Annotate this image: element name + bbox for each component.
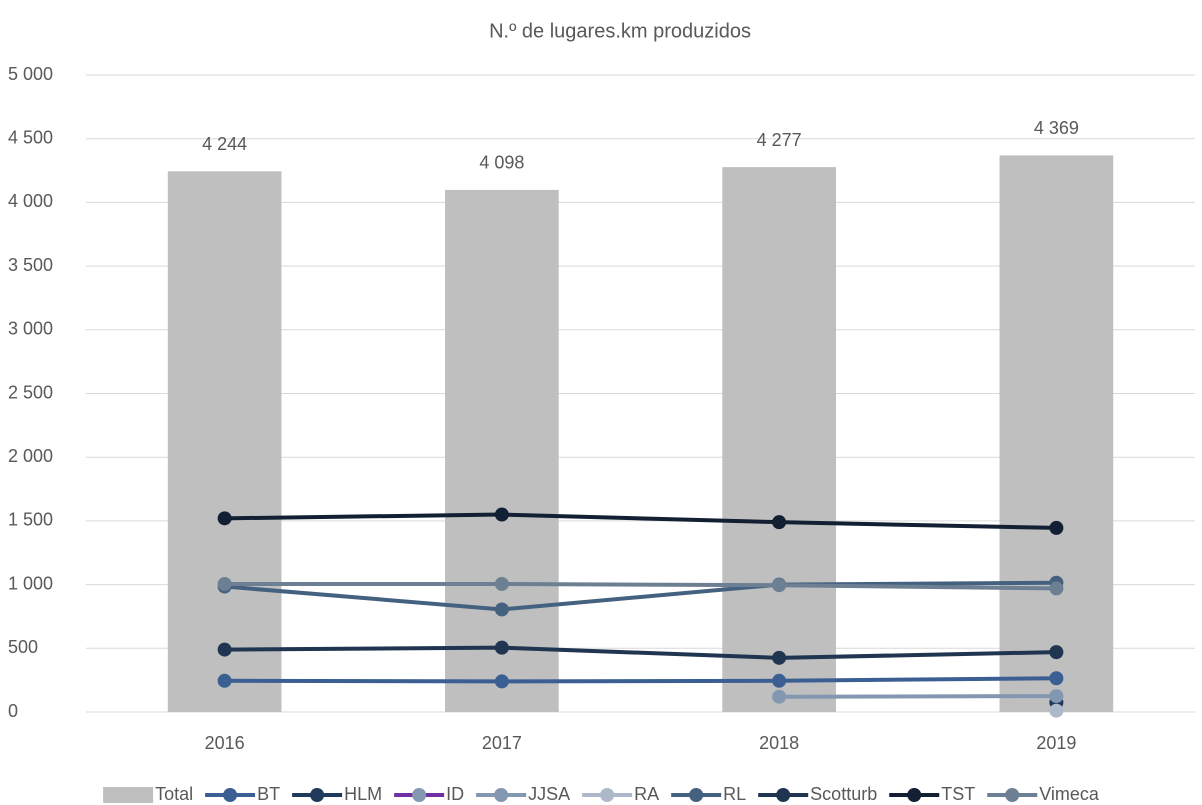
marker [1049, 645, 1064, 660]
marker [494, 602, 509, 617]
data-label: 4 098 [479, 153, 524, 173]
marker [1049, 703, 1064, 718]
y-tick-label: 5 000 [8, 64, 53, 84]
line [224, 581, 1057, 591]
y-tick-label: 4 500 [8, 127, 53, 147]
bar [445, 189, 559, 712]
line [224, 580, 1057, 612]
x-tick-label: 2016 [205, 733, 245, 753]
y-tick-label: 1 000 [8, 573, 53, 593]
bar [999, 155, 1114, 712]
x-tick-label: 2018 [759, 733, 799, 753]
legend-label: RA [634, 784, 659, 804]
line [779, 694, 1057, 699]
legend-marker [1005, 788, 1020, 802]
y-tick-label: 0 [8, 701, 18, 721]
y-tick-label: 2 000 [8, 446, 53, 466]
bar [167, 171, 282, 713]
marker [217, 511, 232, 526]
marker [217, 673, 232, 688]
marker [772, 515, 787, 530]
data-label: 4 369 [1034, 118, 1079, 138]
marker [494, 507, 509, 522]
marker [1049, 520, 1064, 535]
marker [772, 673, 787, 688]
data-label: 4 244 [202, 134, 247, 154]
legend-marker [689, 788, 704, 802]
legend-label: HLM [344, 784, 382, 804]
legend-label: Total [155, 784, 193, 804]
y-tick-label: 2 500 [8, 382, 53, 402]
line [224, 645, 1057, 660]
line [224, 676, 1057, 684]
legend-marker [600, 788, 615, 802]
legend-label: ID [446, 784, 464, 804]
legend-label: BT [257, 784, 280, 804]
legend-label: Scotturb [810, 784, 877, 804]
legend-label: Vimeca [1039, 784, 1100, 804]
legend: Total BT HLM ID JJSA RA RL Scotturb TST Vimeca [103, 784, 1100, 804]
marker [772, 578, 787, 593]
marker [217, 576, 232, 591]
bar [722, 167, 836, 712]
y-tick-label: 3 500 [8, 255, 53, 275]
legend-marker [907, 788, 922, 802]
marker [772, 689, 787, 704]
legend-marker [223, 788, 238, 802]
legend-marker [776, 788, 791, 802]
marker [494, 576, 509, 591]
marker [494, 640, 509, 655]
x-tick-label: 2019 [1036, 733, 1076, 753]
y-tick-label: 4 000 [8, 191, 53, 211]
marker [494, 674, 509, 689]
y-tick-label: 3 000 [8, 319, 53, 339]
y-tick-label: 500 [8, 637, 38, 657]
legend-label: RL [723, 784, 746, 804]
marker [772, 650, 787, 665]
legend-swatch [103, 787, 154, 803]
x-tick-label: 2017 [482, 733, 522, 753]
legend-marker [412, 788, 427, 802]
marker [1049, 689, 1064, 704]
chart-title: N.º de lugares.km produzidos [489, 20, 751, 42]
legend-marker [310, 788, 325, 802]
legend-label: JJSA [528, 784, 570, 804]
legend-label: TST [941, 784, 975, 804]
marker [1049, 581, 1064, 596]
line [224, 512, 1057, 530]
data-label: 4 277 [757, 130, 802, 150]
marker [217, 642, 232, 657]
marker [1049, 671, 1064, 686]
legend-marker [494, 788, 509, 802]
y-tick-label: 1 500 [8, 510, 53, 530]
